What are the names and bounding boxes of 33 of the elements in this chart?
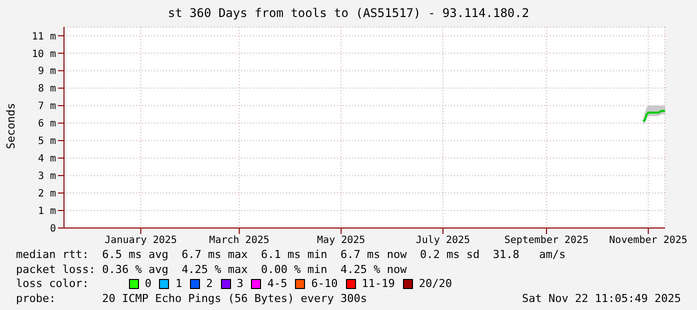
text: 4-5 bbox=[267, 277, 288, 292]
text: 20/20 bbox=[418, 277, 452, 292]
chart-title: st 360 Days from tools to (AS51517) - 93.114.180.2 bbox=[166, 6, 530, 20]
text: loss color: bbox=[16, 277, 89, 292]
text: probe: 20 ICMP Echo Pings (56 Bytes) every 300s bbox=[16, 292, 367, 304]
y-tick-label: 8 m bbox=[38, 84, 56, 95]
x-tick-label: March 2025 bbox=[209, 235, 270, 246]
text: 0 bbox=[144, 277, 152, 292]
y-tick-label: 6 m bbox=[38, 118, 56, 130]
text: Sat Nov 22 11:05:49 2025 bbox=[522, 292, 681, 304]
x-tick-label: January 2025 bbox=[104, 235, 177, 246]
y-tick-label: 2 m bbox=[38, 188, 56, 200]
y-tick-label: 10 m bbox=[32, 48, 56, 60]
x-tick-label: November 2025 bbox=[609, 235, 688, 246]
text: 3 bbox=[236, 277, 244, 292]
y-tick-label: 3 m bbox=[38, 171, 56, 182]
y-axis-title: Seconds bbox=[4, 102, 18, 150]
x-tick-label: May 2025 bbox=[317, 235, 366, 246]
y-tick-label: 5 m bbox=[38, 136, 56, 148]
y-tick-label: 9 m bbox=[38, 66, 56, 78]
text: 2 bbox=[206, 277, 213, 292]
y-tick-label: 0 bbox=[50, 224, 56, 235]
y-tick-label: 7 m bbox=[38, 101, 56, 112]
text: 11-19 bbox=[362, 277, 395, 292]
y-tick-label: 1 m bbox=[38, 206, 56, 218]
x-tick-label: July 2025 bbox=[416, 235, 470, 246]
y-tick-label: 11 m bbox=[32, 31, 56, 42]
text: 6-10 bbox=[311, 277, 338, 292]
text: packet loss: 0.36 % avg 4.25 % max 0.00 % min 4.25 % now bbox=[16, 262, 408, 277]
y-tick-label: 4 m bbox=[38, 154, 56, 165]
x-tick-label: September 2025 bbox=[504, 235, 589, 246]
text: median rtt: 6.5 ms avg 6.7 ms max 6.1 ms min 6.7 ms now 0.2 ms sd 31.8 am/s bbox=[16, 248, 566, 262]
text: 1 bbox=[175, 277, 182, 292]
